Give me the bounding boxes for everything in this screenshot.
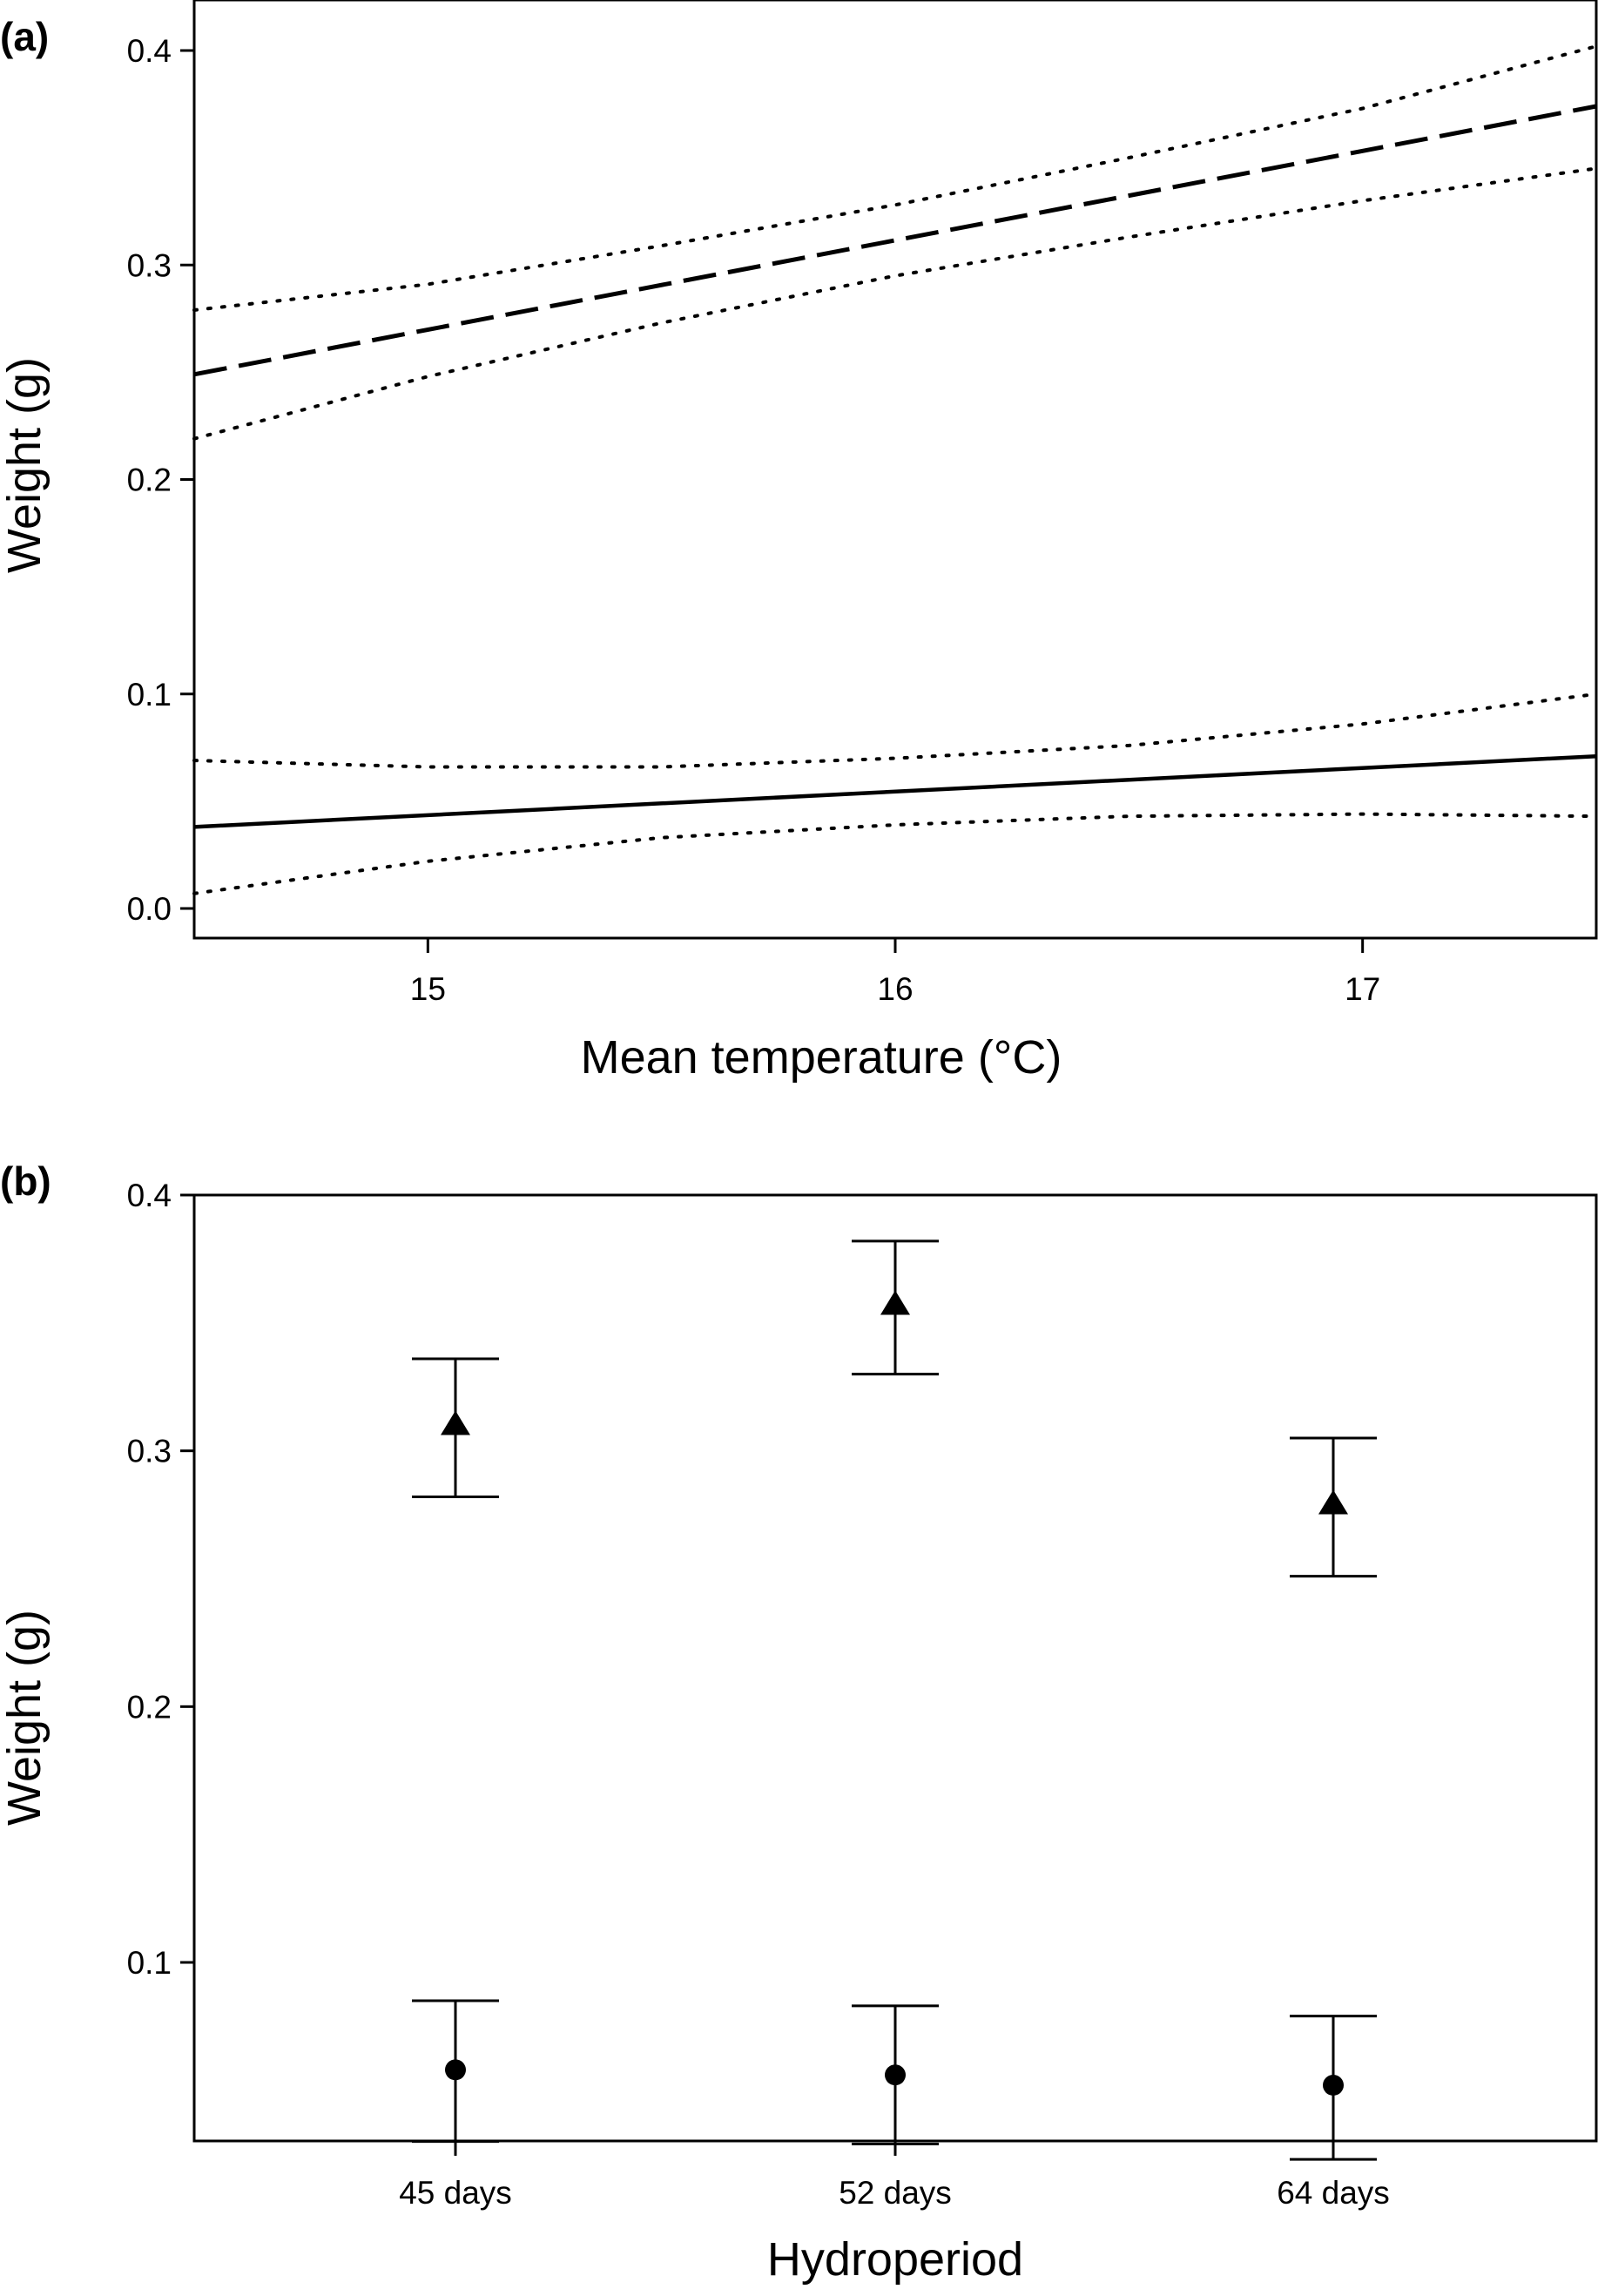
panel-a: (a) 0.0 0.1 0.2 0.3 0.4 15 16 17 Mean temperat… [0, 0, 1598, 1084]
x-tick-label: 17 [1345, 971, 1380, 1007]
panel-label-a: (a) [0, 14, 49, 59]
panel-label-b: (b) [0, 1158, 51, 1204]
y-tick-label: 0.2 [127, 1689, 172, 1725]
series-group-b [412, 1239, 1377, 2161]
y-tick-label: 0.3 [127, 1434, 172, 1469]
dotted-series-line-1 [192, 44, 1598, 312]
dotted-series-line-2 [192, 166, 1598, 441]
triangle-point [1318, 1489, 1348, 1515]
x-tick-label: 16 [877, 971, 913, 1007]
series-group-a [192, 44, 1598, 895]
y-tick-label: 0.2 [127, 463, 172, 498]
triangle-point [441, 1410, 470, 1435]
circle-point [445, 2059, 466, 2081]
circle-point [885, 2064, 906, 2086]
plot-frame-a [192, 0, 1598, 940]
x-tick-label: 52 days [839, 2175, 952, 2211]
x-tick-label: 45 days [399, 2175, 512, 2211]
dotted-series-line-4 [192, 692, 1598, 769]
y-tick-label: 0.0 [127, 891, 172, 927]
circle-point [1323, 2074, 1344, 2096]
y-axis-label-a: Weight (g) [0, 357, 51, 573]
dotted-series-line-5 [192, 812, 1598, 895]
y-axis-b: 0.1 0.2 0.3 0.4 [127, 1178, 194, 1981]
x-axis-b: 45 days 52 days 64 days [399, 2141, 1390, 2211]
y-tick-label: 0.1 [127, 677, 172, 712]
solid-series-line-3 [193, 753, 1597, 829]
triangle-point [880, 1290, 910, 1315]
y-tick-label: 0.3 [127, 247, 172, 283]
x-axis-label-b: Hydroperiod [767, 2233, 1023, 2286]
y-tick-label: 0.1 [127, 1945, 172, 1981]
panel-b: (b) 0.1 0.2 0.3 0.4 45 days 52 days 64 days H… [0, 1158, 1598, 2286]
dashed-series-line-0 [193, 104, 1597, 377]
x-axis-a: 15 16 17 [410, 938, 1380, 1007]
x-axis-label-a: Mean temperature (°C) [581, 1031, 1062, 1084]
x-tick-label: 15 [410, 971, 446, 1007]
y-axis-a: 0.0 0.1 0.2 0.3 0.4 [127, 33, 194, 927]
y-axis-label-b: Weight (g) [0, 1610, 51, 1826]
y-tick-label: 0.4 [127, 33, 172, 69]
x-tick-label: 64 days [1277, 2175, 1390, 2211]
y-tick-label: 0.4 [127, 1178, 172, 1213]
